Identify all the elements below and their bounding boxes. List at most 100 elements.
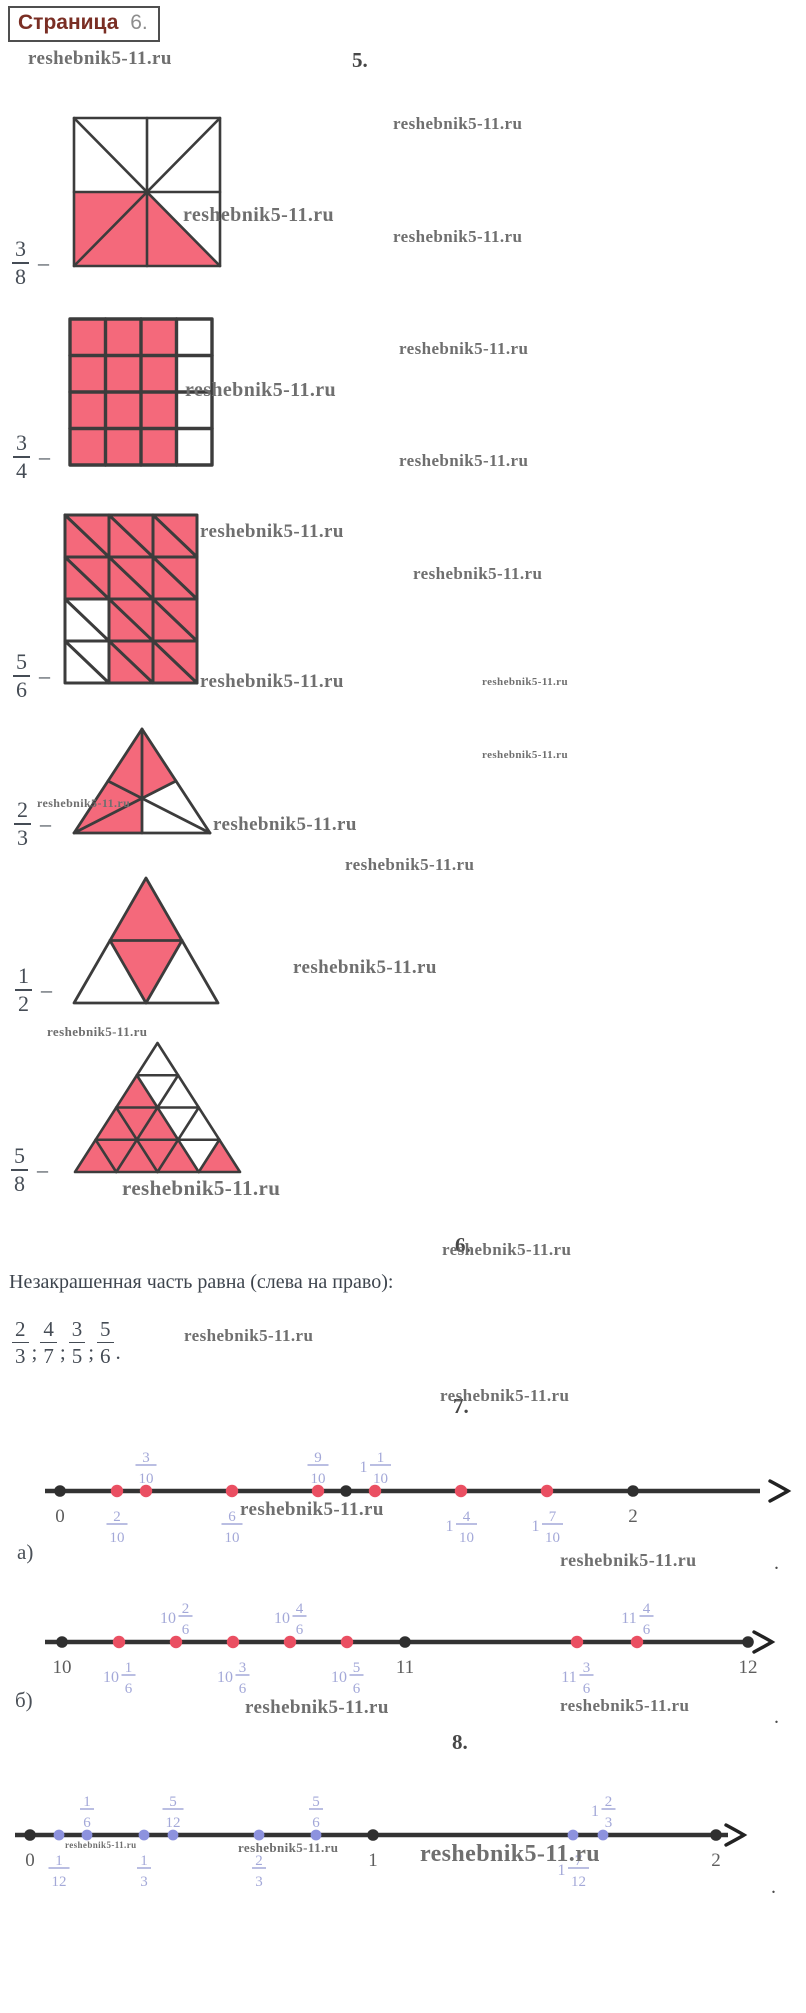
svg-text:1: 1 xyxy=(558,1862,566,1879)
svg-text:1: 1 xyxy=(377,1450,385,1466)
svg-text:1: 1 xyxy=(446,1518,454,1535)
svg-text:6: 6 xyxy=(83,1815,91,1831)
svg-text:4: 4 xyxy=(463,1509,471,1525)
watermark: reshebnik5-11.ru xyxy=(560,1696,690,1715)
problem-7-number: 7. xyxy=(453,1394,469,1418)
figure-triangle-medians xyxy=(72,727,212,835)
watermark: reshebnik5-11.ru xyxy=(482,749,568,761)
svg-text:6: 6 xyxy=(125,1681,133,1697)
problem-8-number: 8. xyxy=(452,1730,468,1754)
svg-text:10: 10 xyxy=(139,1471,154,1487)
svg-text:1: 1 xyxy=(368,1850,378,1871)
dash: – xyxy=(40,811,51,836)
fraction-numerator: 2 xyxy=(17,797,28,822)
period: . xyxy=(774,1552,779,1574)
watermark: reshebnik5-11.ru xyxy=(65,1840,137,1850)
svg-text:10: 10 xyxy=(53,1657,72,1678)
fraction-numerator: 3 xyxy=(16,430,27,455)
svg-text:10: 10 xyxy=(217,1669,233,1686)
watermark: reshebnik5-11.ru xyxy=(560,1550,697,1570)
problem-6-fractions: 2 3; 4 7; 3 5; 5 6. xyxy=(12,1316,121,1369)
fraction-denominator: 4 xyxy=(13,456,30,484)
svg-text:1: 1 xyxy=(83,1794,91,1810)
fraction-caption: 2 3– xyxy=(14,797,51,851)
watermark: reshebnik5-11.ru xyxy=(122,1176,281,1200)
watermark: reshebnik5-11.ru xyxy=(245,1697,389,1718)
watermark: reshebnik5-11.ru xyxy=(37,796,131,810)
svg-text:7: 7 xyxy=(575,1853,583,1869)
svg-text:2: 2 xyxy=(255,1853,263,1869)
fraction-denominator: 7 xyxy=(40,1342,57,1369)
fraction-caption: 3 4– xyxy=(13,430,50,484)
watermark: reshebnik5-11.ru xyxy=(420,1841,600,1867)
separator: ; xyxy=(31,1340,38,1364)
svg-text:6: 6 xyxy=(296,1622,304,1638)
figure-grid-3x4-diagonals xyxy=(63,513,199,685)
watermark: reshebnik5-11.ru xyxy=(213,814,357,835)
svg-text:5: 5 xyxy=(312,1794,320,1810)
svg-text:10: 10 xyxy=(160,1610,176,1627)
fraction-denominator: 8 xyxy=(12,262,29,290)
watermark: reshebnik5-11.ru xyxy=(185,379,337,401)
svg-text:3: 3 xyxy=(142,1450,150,1466)
page-title: Страница xyxy=(18,11,119,34)
watermark: reshebnik5-11.ru xyxy=(47,1024,148,1039)
svg-text:10: 10 xyxy=(331,1669,347,1686)
figure-grid-4x4 xyxy=(68,317,214,467)
svg-text:6: 6 xyxy=(228,1509,236,1525)
period: . xyxy=(774,1706,779,1728)
watermark: reshebnik5-11.ru xyxy=(442,1240,572,1259)
svg-text:10: 10 xyxy=(103,1669,119,1686)
dash: – xyxy=(39,444,50,469)
fraction-caption: 5 8– xyxy=(11,1143,48,1197)
svg-text:12: 12 xyxy=(571,1874,586,1890)
svg-text:11: 11 xyxy=(396,1657,414,1678)
fraction-denominator: 2 xyxy=(15,989,32,1017)
svg-text:3: 3 xyxy=(605,1815,613,1831)
period: . xyxy=(771,1876,776,1898)
fraction-denominator: 6 xyxy=(97,1342,114,1369)
watermark: reshebnik5-11.ru xyxy=(240,1499,384,1520)
number-line-b: 10 10 1 6 10 2 6 10 3 6 10 4 6 10 5 6 11 11 3 6 11 4 6 12 xyxy=(45,1601,776,1697)
svg-text:6: 6 xyxy=(312,1815,320,1831)
fraction-denominator: 3 xyxy=(12,1342,29,1369)
watermark: reshebnik5-11.ru xyxy=(413,564,543,583)
watermark: reshebnik5-11.ru xyxy=(393,114,523,133)
watermark: reshebnik5-11.ru xyxy=(345,855,475,874)
figure-triangle-sixteenths xyxy=(73,1041,242,1174)
terminator: . xyxy=(115,1340,121,1364)
watermark: reshebnik5-11.ru xyxy=(238,1840,339,1855)
fraction-denominator: 6 xyxy=(13,675,30,703)
svg-text:6: 6 xyxy=(643,1622,651,1638)
figure-triangle-diamond xyxy=(72,876,220,1005)
fraction-caption: 1 2– xyxy=(15,963,52,1017)
svg-text:1: 1 xyxy=(360,1459,368,1476)
watermark: reshebnik5-11.ru xyxy=(183,204,335,226)
watermark: reshebnik5-11.ru xyxy=(440,1386,570,1405)
svg-text:3: 3 xyxy=(583,1660,591,1676)
svg-text:2: 2 xyxy=(711,1850,721,1871)
problem-5-number: 5. xyxy=(352,48,368,72)
dash: – xyxy=(41,977,52,1002)
svg-text:3: 3 xyxy=(239,1660,247,1676)
fraction-caption: 3 8– xyxy=(12,236,49,290)
svg-text:11: 11 xyxy=(561,1669,576,1686)
dash: – xyxy=(39,663,50,688)
watermark: reshebnik5-11.ru xyxy=(200,521,344,542)
fraction-denominator: 5 xyxy=(68,1342,86,1369)
watermark: reshebnik5-11.ru xyxy=(393,227,523,246)
svg-text:3: 3 xyxy=(140,1874,148,1890)
fraction-numerator: 3 xyxy=(71,1317,83,1341)
svg-text:6: 6 xyxy=(182,1622,190,1638)
